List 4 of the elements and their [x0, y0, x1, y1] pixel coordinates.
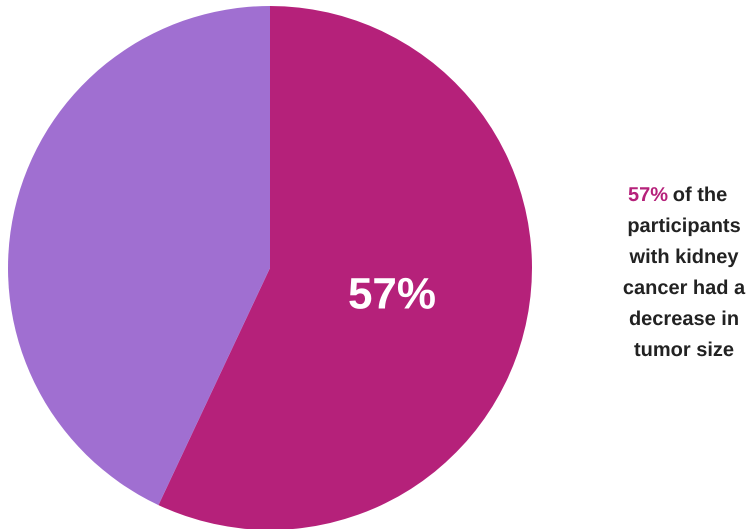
pie-slice: [8, 6, 270, 506]
data-label: 57%: [348, 269, 436, 318]
text: 57% of the participants with kidney cancer had a decrease in tumor size: [622, 184, 746, 361]
pie-slice: [158, 6, 532, 529]
